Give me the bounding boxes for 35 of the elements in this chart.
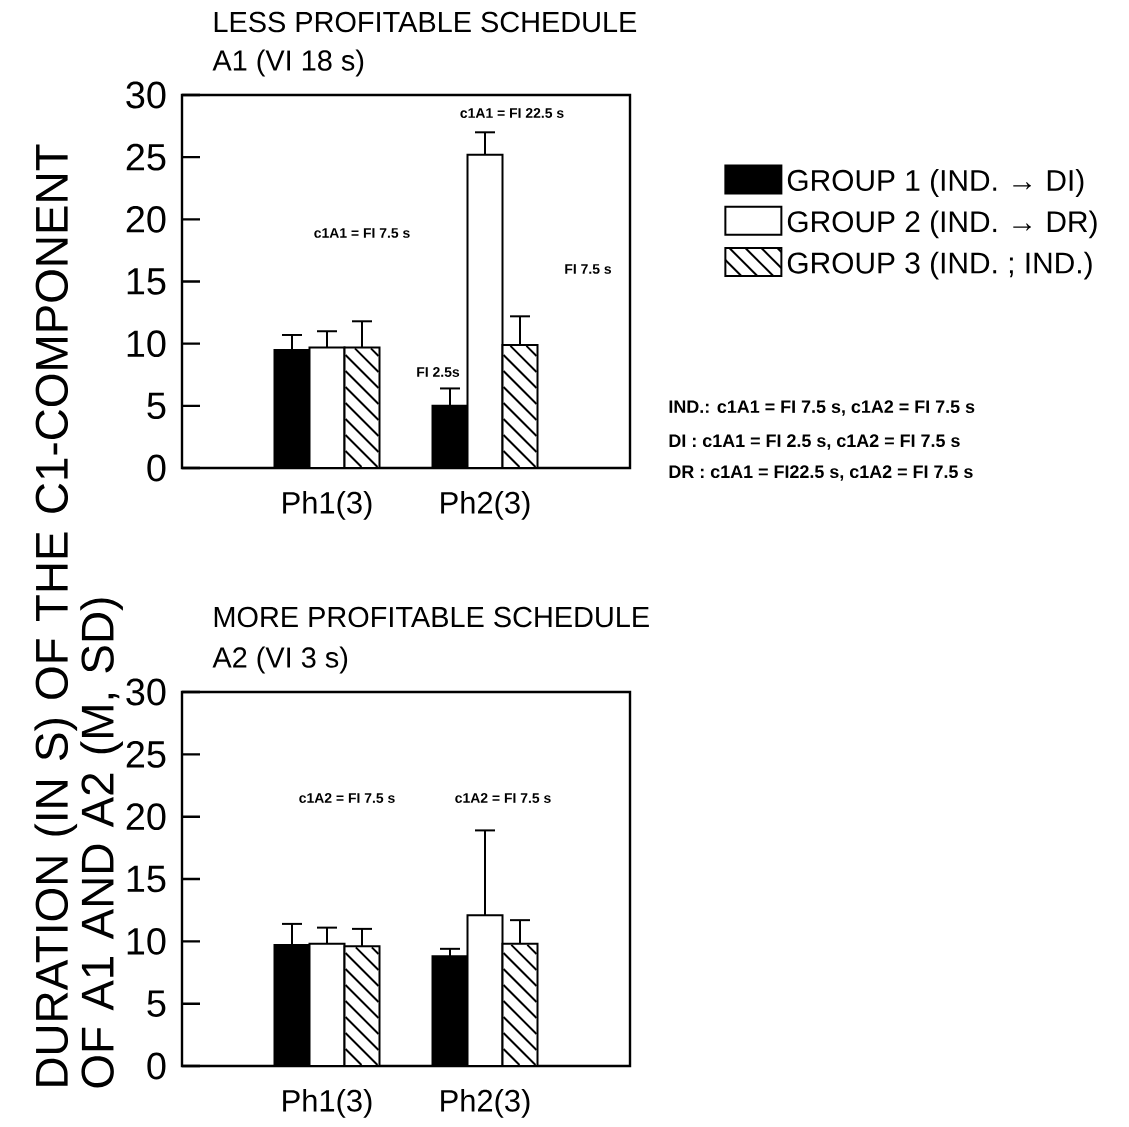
annotation: c1A1 = FI 22.5 s bbox=[460, 108, 564, 118]
x-tick-label: Ph2(3) bbox=[441, 491, 530, 520]
annotation: FI 2.5s bbox=[417, 367, 460, 377]
chart-subtitle: A1 (VI 18 s) bbox=[212, 49, 364, 77]
y-tick-label: 20 bbox=[126, 803, 166, 831]
annotation: c1A1 = FI 7.5 s bbox=[314, 228, 410, 238]
y-tick-label: 5 bbox=[147, 990, 166, 1017]
x-tick-label: Ph1(3) bbox=[283, 1089, 372, 1118]
x-tick-label: Ph1(3) bbox=[283, 491, 372, 520]
annotation: c1A2 = FI 7.5 s bbox=[299, 793, 395, 803]
y-tick-label: 25 bbox=[126, 143, 166, 171]
y-tick-label: 30 bbox=[126, 678, 166, 706]
y-tick-label: 15 bbox=[127, 865, 166, 893]
annotation: FI 7.5 s bbox=[565, 264, 612, 274]
chart-title: LESS PROFITABLE SCHEDULE bbox=[214, 11, 637, 33]
x-tick-label: Ph2(3) bbox=[441, 1089, 530, 1118]
y-tick-label: 0 bbox=[147, 454, 166, 482]
y-tick-label: 20 bbox=[126, 205, 166, 233]
chart-subtitle: A2 (VI 3 s) bbox=[212, 646, 348, 674]
annotation: c1A2 = FI 7.5 s bbox=[455, 793, 551, 803]
chart-title: MORE PROFITABLE SCHEDULE bbox=[214, 606, 649, 628]
text: DI : c1A1 = FI 2.5 s, c1A2 = FI 7.5 s bbox=[669, 434, 960, 450]
y-tick-label: 0 bbox=[147, 1052, 166, 1080]
text: IND.: c1A1 = FI 7.5 s, c1A2 = FI 7.5 s bbox=[669, 400, 975, 416]
y-tick-label: 10 bbox=[127, 927, 166, 955]
legend-label: GROUP 1 (IND. → DI) bbox=[787, 169, 1084, 197]
y-tick-label: 10 bbox=[127, 330, 166, 358]
text: DR : c1A1 = FI22.5 s, c1A2 = FI 7.5 s bbox=[669, 465, 973, 481]
y-tick-label: 5 bbox=[147, 392, 166, 420]
y-tick-label: 30 bbox=[126, 81, 166, 109]
legend-label: GROUP 2 (IND. → DR) bbox=[787, 210, 1097, 239]
y-tick-label: 15 bbox=[127, 268, 166, 295]
y-axis-title: DURATION (IN S) OF THE C1-COMPONENT OF A1 AND A2 (M, SD) bbox=[34, 144, 123, 1088]
y-tick-label: 25 bbox=[126, 740, 166, 768]
legend-label: GROUP 3 (IND. ; IND.) bbox=[787, 251, 1092, 280]
